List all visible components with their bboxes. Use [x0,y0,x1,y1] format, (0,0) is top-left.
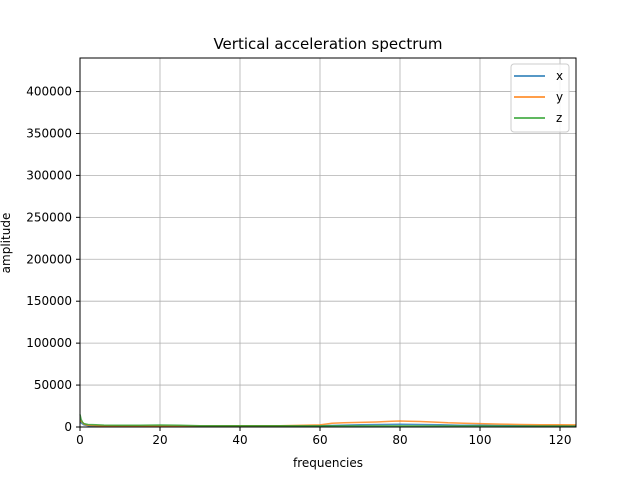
chart-title: Vertical acceleration spectrum [213,35,442,53]
y-tick-label: 200000 [26,252,72,266]
y-tick-label: 350000 [26,126,72,140]
y-axis-label: amplitude [0,213,13,274]
series-line-z [79,414,577,427]
x-axis-label: frequencies [293,456,363,470]
series-lines [79,414,577,428]
x-tick-label: 0 [76,433,84,447]
y-tick-label: 250000 [26,210,72,224]
legend-label-x: x [556,69,563,83]
legend-items: xyz [514,69,563,125]
legend-box [510,63,570,133]
x-tick-label: 20 [152,433,167,447]
y-tick-label: 100000 [26,336,72,350]
y-tick-label: 300000 [26,168,72,182]
x-tick-label: 40 [232,433,247,447]
y-tick-label: 50000 [34,378,72,392]
y-tick-label: 400000 [26,85,72,99]
legend-label-y: y [556,90,563,104]
y-tick-label: 0 [64,420,72,434]
x-tick-label: 100 [469,433,492,447]
legend-label-z: z [556,111,562,125]
x-tick-label: 120 [549,433,572,447]
x-tick-label: 80 [392,433,407,447]
axis-ticks: 0 20 40 60 80 100 120 0 50000 100000 150000 200000 2… [26,85,571,447]
y-tick-label: 150000 [26,294,72,308]
legend: xyz [510,63,570,133]
plot-frame [79,57,577,428]
x-tick-label: 60 [312,433,327,447]
